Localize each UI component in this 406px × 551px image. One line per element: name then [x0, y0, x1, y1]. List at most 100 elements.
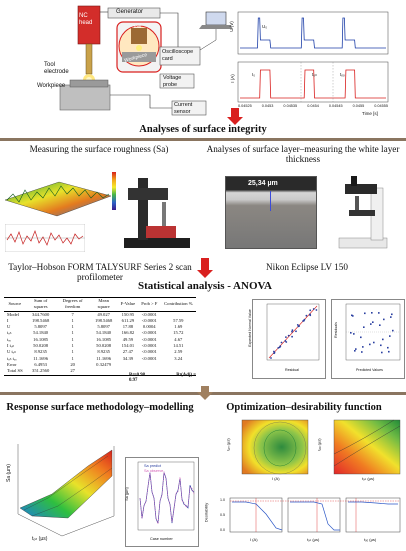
desir-tick-top: 1.0: [220, 498, 225, 502]
anova-row: Model 344.7600 7 49.027 150.95 <0.0001: [4, 311, 196, 318]
rsm-title: Response surface methodology–modelling: [6, 402, 194, 413]
anova-row: U 5.8097 1 5.8097 17.88 0.0004 1.69: [4, 324, 196, 330]
anova-row: tₒₒ 16.1085 1 16.1085 49.59 <0.0001 4.67: [4, 337, 196, 343]
anova-title: Statistical analysis - ANOVA: [138, 280, 272, 292]
contour-right-ylabel: tₒₒ (µs): [316, 438, 322, 451]
rp-point: [363, 326, 365, 328]
desir-xlabel-i: I (A): [250, 537, 258, 542]
osc-xtick: 0.04525: [238, 104, 252, 108]
tool-electrode: [85, 43, 93, 75]
anova-cell: 0.32479: [96, 361, 112, 367]
anova-cell: 611.29: [121, 317, 135, 323]
flow-arrow-1: [231, 108, 239, 118]
anova-cell: 1: [71, 336, 74, 342]
anova-cell: I: [7, 317, 9, 323]
desplot-svg: [229, 497, 401, 533]
anova-cell: 4.67: [174, 336, 183, 342]
workpiece-block: [69, 79, 109, 88]
anova-cell: 17.88: [122, 324, 134, 330]
anova-cell: <0.0001: [141, 336, 157, 342]
anova-cell: 1: [71, 349, 74, 355]
residual-vs-predicted-plot: Residuals Predicted Values: [331, 299, 405, 379]
profilometer-caption: Taylor–Hobson FORM TALYSURF Series 2 sca…: [8, 262, 192, 283]
anova-header: F-Value: [117, 297, 139, 312]
anova-cell: <0.0001: [141, 317, 157, 323]
contour-plot-left: tₒₙ (µs) I (A): [226, 418, 312, 484]
rp-ylabel: Residuals: [333, 322, 338, 338]
rpplot-svg: [345, 303, 401, 361]
current-axis-label: I (A): [229, 74, 235, 83]
microscope-caption: Nikon Eclipse LV 150: [266, 262, 348, 272]
anova-cell: I tₒₙ: [7, 343, 15, 349]
edm-setup-diagram: NC head Generator Tool Tool electrode Wo…: [0, 0, 406, 120]
anova-cell: 1: [71, 343, 74, 349]
rp-point: [391, 313, 393, 316]
rp-point: [390, 316, 392, 318]
desirability-strip: Desirability 1.0 0.5 0.0 I (A) tₒₙ (µs) …: [203, 494, 404, 546]
anova-cell: 8.9235: [34, 349, 47, 355]
oscilloscope-card-label: Oscilloscope card: [162, 49, 194, 62]
np-point: [309, 309, 312, 312]
anova-cell: 154.01: [121, 343, 135, 349]
surface-integrity-title: Analyses of surface integrity: [139, 124, 267, 135]
rp-point: [364, 312, 366, 315]
anova-cell: [160, 311, 196, 318]
np-point: [273, 351, 276, 354]
contour-left-xlabel: I (A): [272, 476, 280, 481]
anova-cell: 7: [71, 311, 74, 317]
flow-arrow-3: [201, 386, 209, 392]
sensor-box: [171, 100, 207, 116]
rp-point: [380, 344, 382, 347]
anova-cell: 15.72: [173, 330, 184, 336]
laptop-base: [199, 25, 233, 29]
rp-point: [351, 314, 353, 317]
anova-cell: [117, 368, 139, 376]
anova-cell: 344.7600: [32, 311, 50, 317]
np-point: [315, 309, 318, 311]
anova-cell: [160, 368, 197, 376]
anova-cell: 14.51: [173, 343, 184, 349]
anova-cell: 8.9235: [97, 349, 110, 355]
voltage-plot-frame: [237, 11, 389, 55]
rp-point: [379, 324, 381, 326]
anova-cell: <0.0001: [141, 355, 157, 361]
roughness-profile: [4, 223, 86, 253]
np-point: [270, 357, 272, 359]
flow-arrow-1-head: [227, 117, 243, 125]
np-point: [291, 330, 293, 333]
roughness-title: Measuring the surface roughness (Sa): [29, 144, 169, 154]
case-legend-pred: Sa predict: [144, 464, 162, 468]
anova-cell: 50.0208: [96, 343, 112, 349]
inset-tool: [131, 28, 147, 44]
anova-cell: 0.0004: [142, 324, 156, 330]
osc-xtick: 0.0453: [261, 104, 274, 108]
anova-cell: 27.47: [122, 349, 134, 355]
oscilloscope-box: [159, 46, 201, 66]
anova-header: Sum of squares: [25, 297, 56, 312]
np-point: [296, 324, 299, 326]
rp-point: [352, 315, 354, 317]
flow-arrow-2-head: [197, 270, 213, 278]
anova-cell: tₒₒ: [7, 336, 11, 342]
osc-xtick: 0.04545: [328, 104, 343, 108]
current-sensor-label: Current sensor: [174, 102, 193, 115]
anova-row: I 198.5468 1 198.5468 611.29 <0.0001 57.59: [4, 318, 196, 324]
np-point: [303, 319, 305, 322]
inset-spark: [136, 45, 142, 51]
tool-electrode-label: Tool electrode: [44, 62, 69, 75]
anova-cell: 1: [71, 355, 74, 361]
np-ylabel: Expected Normal Value: [247, 309, 252, 347]
np-xlabel: Residual: [285, 368, 299, 372]
divider-1: [0, 138, 406, 141]
osc-xtick: 0.04555: [374, 104, 388, 108]
anova-row: U tₒₙ 8.9235 1 8.9235 27.47 <0.0001 2.59: [4, 349, 196, 355]
workpiece-label: Workpiece: [37, 83, 66, 89]
anova-cell: 166.82: [121, 330, 135, 336]
rp-point: [388, 350, 390, 353]
probe-box: [159, 73, 195, 89]
mark-ton: t₀ₙ: [312, 72, 317, 77]
white-layer-micrograph: 25,34 µm: [225, 176, 317, 249]
anova-header-row: Source Sum of squares Degrees of freedom…: [4, 297, 197, 312]
osc-xticks: 0.04525 0.0453 0.04535 0.0454 0.04545 0.…: [238, 104, 388, 108]
contour-plot-right: tₒₒ (µs) tₒₙ (µs): [317, 418, 404, 484]
